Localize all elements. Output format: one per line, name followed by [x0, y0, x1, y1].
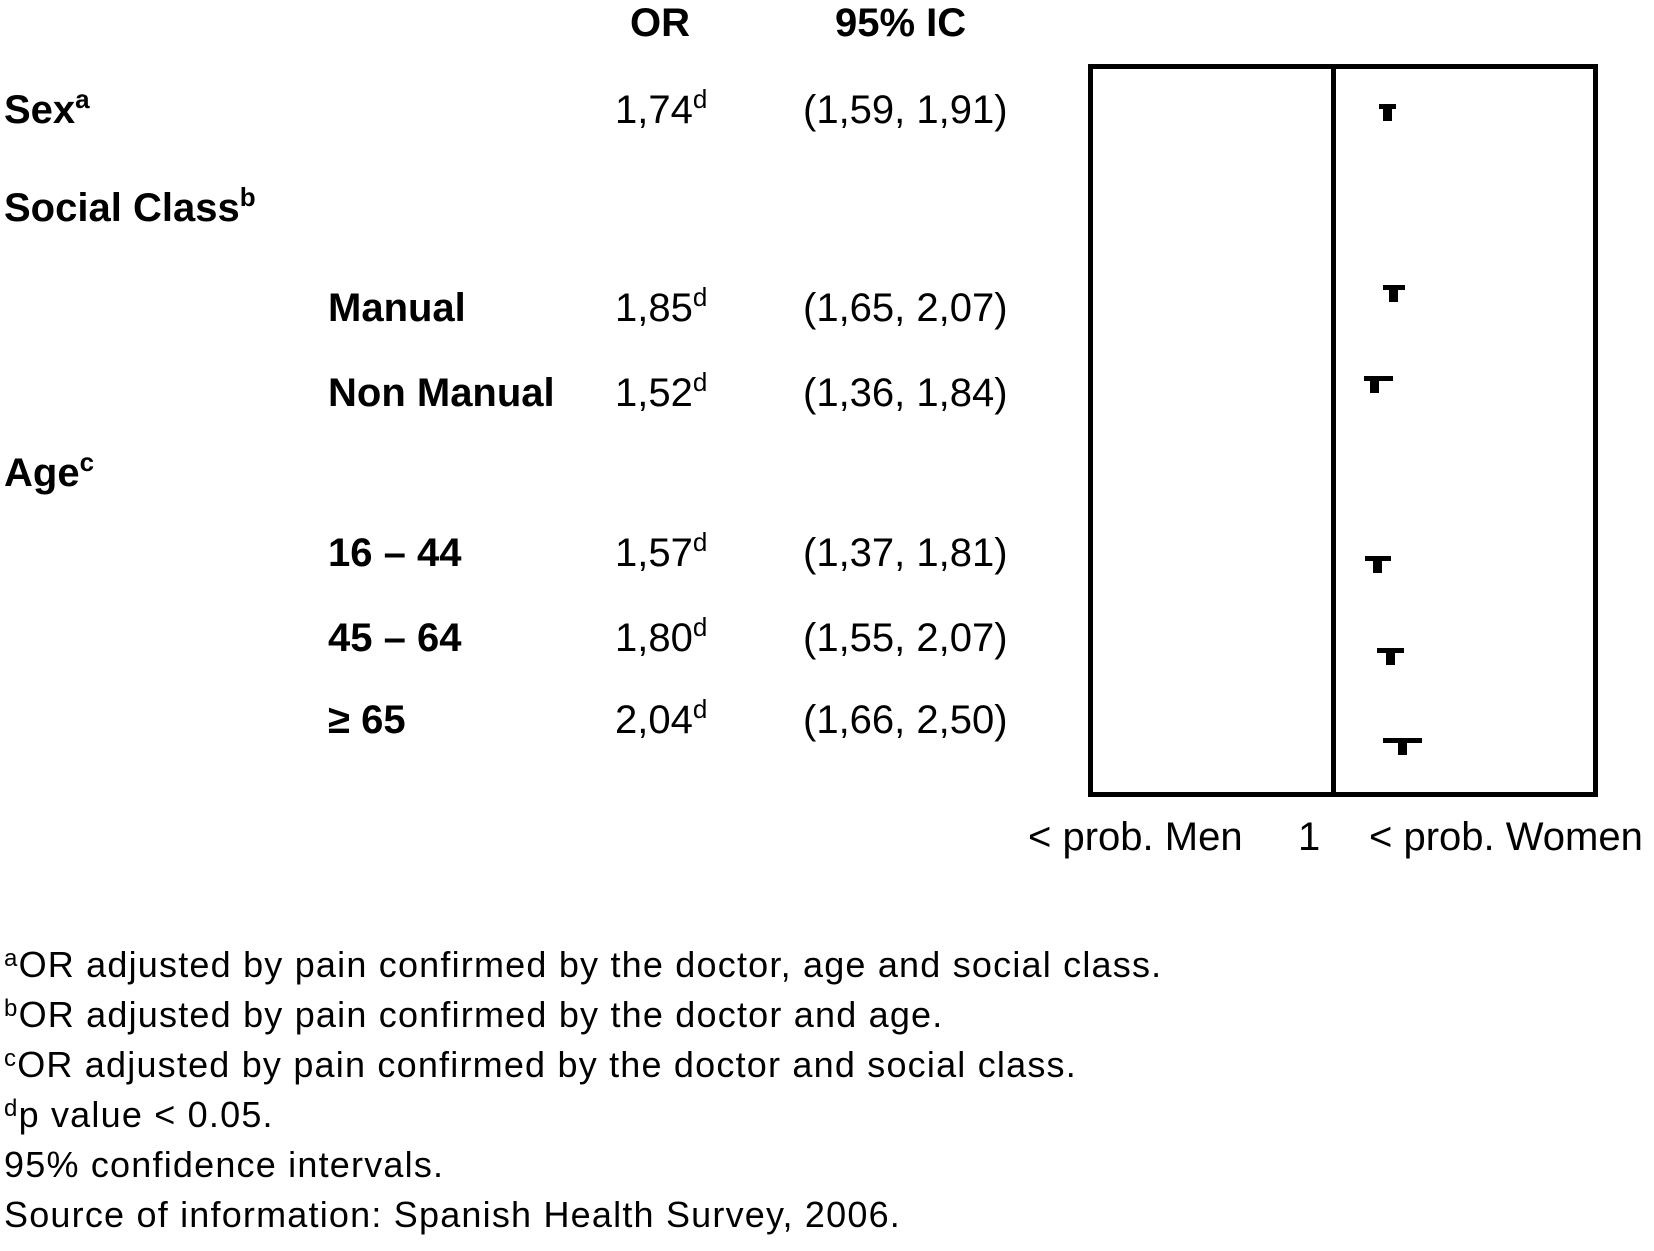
footnote-line: Source of information: Spanish Health Su… — [4, 1190, 1162, 1240]
or-value-superscript: d — [692, 367, 708, 397]
ci-whisker — [1365, 556, 1391, 561]
ci-value: (1,65, 2,07) — [803, 286, 1008, 330]
footnote-line: cOR adjusted by pain confirmed by the do… — [4, 1040, 1162, 1090]
row-label: Non Manual — [328, 371, 555, 415]
point-estimate-marker — [1389, 290, 1398, 302]
footnote-superscript: c — [4, 1045, 18, 1072]
axis-label-one: 1 — [1298, 815, 1321, 859]
row-label-text: Manual — [328, 286, 466, 330]
ci-whisker — [1379, 104, 1396, 109]
ci-value: (1,66, 2,50) — [803, 698, 1008, 742]
or-value: 1,85d — [615, 284, 707, 330]
axis-label-prob-women: < prob. Women — [1369, 815, 1643, 859]
point-estimate-marker — [1398, 743, 1407, 755]
ci-whisker — [1364, 376, 1393, 381]
or-value-text: 1,52 — [615, 371, 693, 415]
row-label: 45 – 64 — [328, 616, 461, 660]
row-label-superscript: c — [79, 447, 95, 477]
row-label-text: Social Class — [4, 186, 240, 230]
col-header-or: OR — [630, 1, 690, 45]
or-value-superscript: d — [692, 84, 708, 114]
ci-value: (1,55, 2,07) — [803, 616, 1008, 660]
or-value: 1,52d — [615, 369, 707, 415]
row-label-text: ≥ 65 — [328, 698, 406, 742]
or-value-text: 1,74 — [615, 88, 693, 132]
footnote-superscript: b — [4, 995, 19, 1022]
col-header-95ci: 95% IC — [835, 1, 967, 45]
footnote-text: OR adjusted by pain confirmed by the doc… — [17, 1044, 1077, 1085]
ci-value: (1,36, 1,84) — [803, 371, 1008, 415]
footnote-line: bOR adjusted by pain confirmed by the do… — [4, 990, 1162, 1040]
row-label: Agec — [4, 449, 94, 495]
plot-box — [1088, 64, 1598, 797]
footnotes: aOR adjusted by pain confirmed by the do… — [4, 940, 1162, 1240]
ci-value: (1,37, 1,81) — [803, 531, 1008, 575]
footnote-text: Source of information: Spanish Health Su… — [4, 1194, 902, 1235]
footnote-superscript: d — [4, 1095, 19, 1122]
row-label-text: 45 – 64 — [328, 616, 462, 660]
or-value: 2,04d — [615, 696, 707, 742]
row-label: 16 – 44 — [328, 531, 461, 575]
row-label: Sexa — [4, 86, 90, 132]
point-estimate-marker — [1370, 381, 1379, 393]
row-label: ≥ 65 — [328, 698, 406, 742]
or-value-text: 1,85 — [615, 286, 693, 330]
point-estimate-marker — [1386, 653, 1395, 665]
footnote-line: dp value < 0.05. — [4, 1090, 1162, 1140]
or-value-superscript: d — [692, 527, 708, 557]
row-label-text: Non Manual — [328, 371, 555, 415]
ci-value: (1,59, 1,91) — [803, 88, 1008, 132]
or-value-superscript: d — [692, 694, 708, 724]
or-value: 1,80d — [615, 614, 707, 660]
or-value: 1,57d — [615, 529, 707, 575]
point-estimate-marker — [1373, 561, 1382, 573]
footnote-line: 95% confidence intervals. — [4, 1140, 1162, 1190]
row-label: Manual — [328, 286, 466, 330]
row-label-superscript: b — [239, 182, 256, 212]
row-label-text: Sex — [4, 88, 76, 132]
ci-whisker — [1383, 738, 1422, 743]
footnote-line: aOR adjusted by pain confirmed by the do… — [4, 940, 1162, 990]
footnote-text: 95% confidence intervals. — [4, 1144, 445, 1185]
point-estimate-marker — [1383, 109, 1392, 121]
reference-line-or-1 — [1331, 69, 1336, 792]
footnote-text: OR adjusted by pain confirmed by the doc… — [18, 994, 944, 1035]
or-value-text: 2,04 — [615, 698, 693, 742]
footnote-text: p value < 0.05. — [18, 1094, 274, 1135]
ci-whisker — [1377, 648, 1404, 653]
axis-label-prob-men: < prob. Men — [1028, 815, 1243, 859]
row-label: Social Classb — [4, 184, 256, 230]
or-value-superscript: d — [692, 612, 708, 642]
or-value-superscript: d — [692, 282, 708, 312]
row-label-text: 16 – 44 — [328, 531, 462, 575]
or-value-text: 1,80 — [615, 616, 693, 660]
footnote-superscript: a — [4, 945, 19, 972]
footnote-text: OR adjusted by pain confirmed by the doc… — [18, 944, 1163, 985]
ci-whisker — [1383, 285, 1405, 290]
or-value-text: 1,57 — [615, 531, 693, 575]
row-label-text: Age — [4, 451, 80, 495]
or-value: 1,74d — [615, 86, 707, 132]
row-label-superscript: a — [75, 84, 90, 114]
